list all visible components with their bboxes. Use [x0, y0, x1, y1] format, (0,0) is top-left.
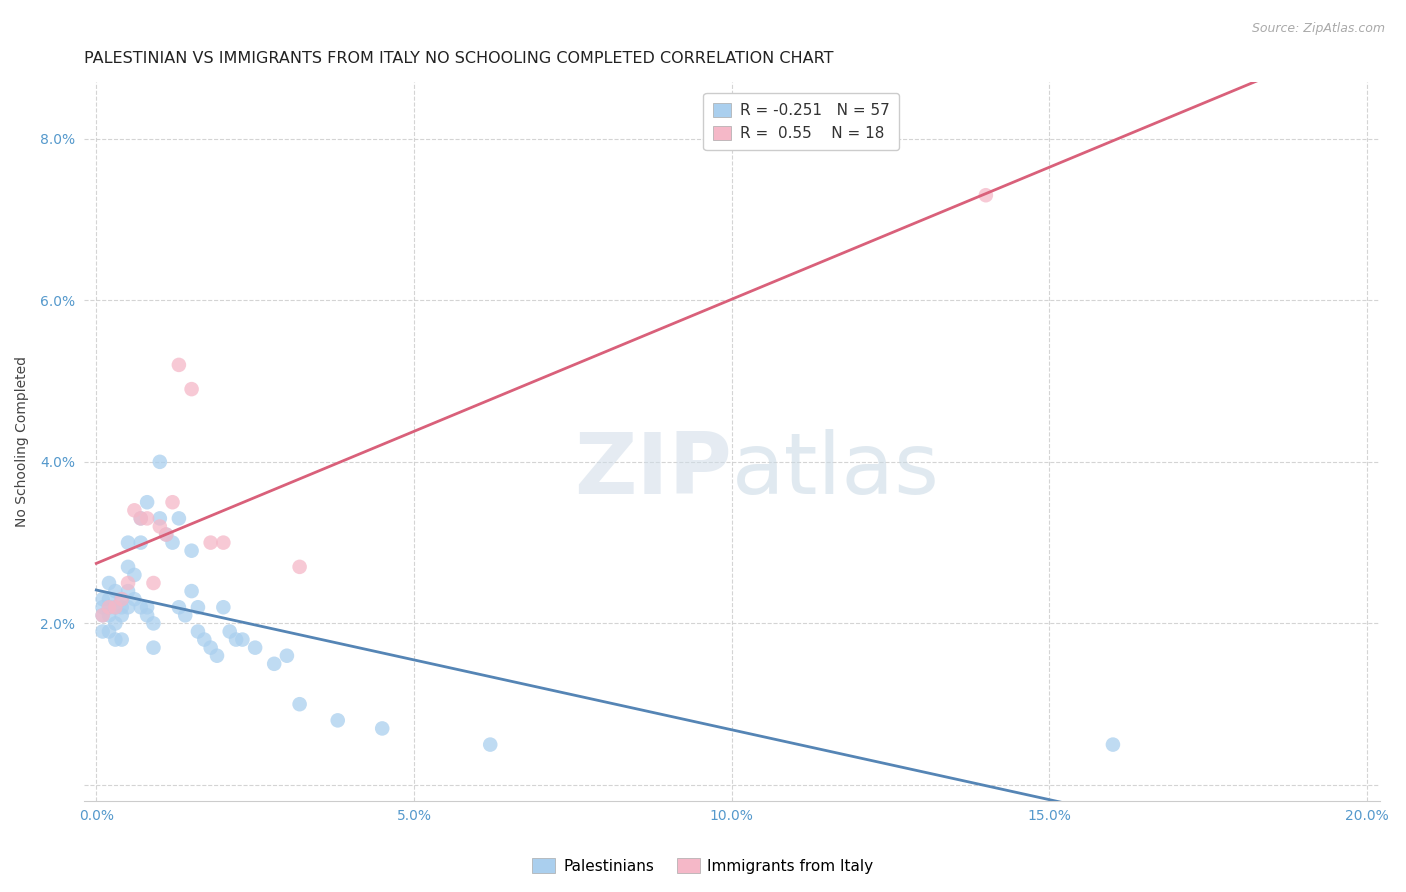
Point: [479, 738, 502, 752]
Point: [104, 632, 127, 647]
Point: [187, 600, 209, 615]
Point: [162, 535, 184, 549]
Point: [218, 624, 240, 639]
Point: [200, 640, 222, 655]
Point: [98, 600, 121, 615]
Point: [98, 600, 121, 615]
Point: [162, 495, 184, 509]
Point: [117, 535, 139, 549]
Point: [243, 640, 266, 655]
Point: [91, 608, 114, 623]
Point: [149, 455, 172, 469]
Point: [111, 632, 134, 647]
Point: [174, 608, 197, 623]
Point: [117, 600, 139, 615]
Point: [111, 592, 134, 607]
Point: [136, 495, 159, 509]
Point: [124, 503, 146, 517]
Point: [974, 188, 997, 202]
Point: [167, 511, 190, 525]
Point: [276, 648, 298, 663]
Point: [104, 584, 127, 599]
Point: [187, 624, 209, 639]
Point: [212, 600, 235, 615]
Point: [263, 657, 285, 671]
Point: [98, 576, 121, 591]
Point: [326, 714, 349, 728]
Point: [104, 600, 127, 615]
Point: [91, 608, 114, 623]
Point: [142, 576, 165, 591]
Point: [111, 592, 134, 607]
Point: [117, 559, 139, 574]
Point: [111, 600, 134, 615]
Point: [142, 616, 165, 631]
Point: [167, 358, 190, 372]
Point: [104, 616, 127, 631]
Point: [167, 600, 190, 615]
Point: [98, 608, 121, 623]
Point: [91, 600, 114, 615]
Text: ZIP: ZIP: [574, 429, 731, 512]
Point: [193, 632, 215, 647]
Point: [104, 600, 127, 615]
Point: [155, 527, 177, 541]
Point: [142, 640, 165, 655]
Point: [200, 535, 222, 549]
Point: [149, 519, 172, 533]
Point: [136, 600, 159, 615]
Point: [124, 568, 146, 582]
Point: [117, 576, 139, 591]
Point: [117, 584, 139, 599]
Legend: R = -0.251   N = 57, R =  0.55    N = 18: R = -0.251 N = 57, R = 0.55 N = 18: [703, 94, 898, 151]
Y-axis label: No Schooling Completed: No Schooling Completed: [15, 356, 30, 527]
Point: [91, 592, 114, 607]
Point: [205, 648, 228, 663]
Point: [180, 584, 202, 599]
Point: [129, 511, 152, 525]
Legend: Palestinians, Immigrants from Italy: Palestinians, Immigrants from Italy: [526, 852, 880, 880]
Point: [231, 632, 253, 647]
Point: [129, 511, 152, 525]
Point: [180, 543, 202, 558]
Point: [155, 527, 177, 541]
Text: PALESTINIAN VS IMMIGRANTS FROM ITALY NO SCHOOLING COMPLETED CORRELATION CHART: PALESTINIAN VS IMMIGRANTS FROM ITALY NO …: [83, 51, 834, 66]
Point: [91, 624, 114, 639]
Text: atlas: atlas: [731, 429, 939, 512]
Point: [180, 382, 202, 396]
Text: Source: ZipAtlas.com: Source: ZipAtlas.com: [1251, 22, 1385, 36]
Point: [288, 697, 311, 711]
Point: [136, 511, 159, 525]
Point: [371, 722, 394, 736]
Point: [129, 535, 152, 549]
Point: [124, 592, 146, 607]
Point: [111, 608, 134, 623]
Point: [129, 600, 152, 615]
Point: [1102, 738, 1125, 752]
Point: [136, 608, 159, 623]
Point: [149, 511, 172, 525]
Point: [98, 592, 121, 607]
Point: [212, 535, 235, 549]
Point: [288, 559, 311, 574]
Point: [98, 624, 121, 639]
Point: [225, 632, 247, 647]
